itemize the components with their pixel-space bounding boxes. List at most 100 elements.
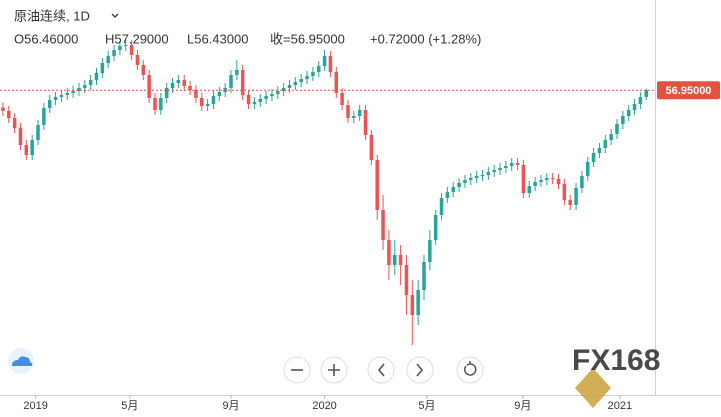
symbol-title[interactable]: 原油连续, 1D xyxy=(14,8,90,23)
candle-body xyxy=(170,83,175,88)
candle-body xyxy=(112,50,116,56)
left-icon xyxy=(377,363,385,377)
candle-body xyxy=(24,145,29,155)
candle-body xyxy=(463,180,467,183)
candle-body xyxy=(305,76,309,79)
candle-body xyxy=(77,88,81,91)
candle-body xyxy=(252,102,257,104)
candle-body xyxy=(276,91,280,94)
candle-body xyxy=(433,215,438,240)
candle-body xyxy=(539,180,543,182)
candle-body xyxy=(492,170,496,172)
candle-body xyxy=(574,188,578,205)
candle-body xyxy=(316,66,321,72)
candle-body xyxy=(123,45,128,46)
logo-text: FX168 xyxy=(572,344,660,377)
scroll-right-button[interactable] xyxy=(406,356,434,384)
candle-body xyxy=(357,110,362,116)
candle-body xyxy=(509,163,514,166)
candle-body xyxy=(568,200,572,205)
candle-body xyxy=(363,110,368,135)
candle-body xyxy=(515,163,520,165)
candle-body xyxy=(545,178,549,180)
candle-body xyxy=(457,183,461,187)
candle-body xyxy=(328,56,333,72)
candle-body xyxy=(632,104,637,110)
candle-body xyxy=(205,104,210,106)
candle-body xyxy=(585,162,590,176)
candle-body xyxy=(270,94,274,96)
x-tick-label: 2019 xyxy=(23,400,47,412)
symbol-dropdown[interactable] xyxy=(111,13,119,18)
candle-body xyxy=(346,105,350,118)
candle-body xyxy=(580,176,584,188)
reset-icon xyxy=(464,361,477,376)
candle-body xyxy=(94,73,99,80)
candle-body xyxy=(533,182,537,186)
candle-body xyxy=(556,179,561,184)
candle-body xyxy=(621,116,625,124)
candle-body xyxy=(12,118,17,128)
candle-body xyxy=(398,255,403,265)
candle-body xyxy=(118,46,122,50)
x-tick-label: 9月 xyxy=(222,400,239,412)
candle-body xyxy=(422,262,426,290)
right-icon xyxy=(416,363,424,377)
candle-body xyxy=(36,125,40,140)
candle-body xyxy=(498,168,502,170)
candle-body xyxy=(469,178,473,180)
scroll-left-button[interactable] xyxy=(367,356,395,384)
candle-body xyxy=(7,111,11,118)
candle-body xyxy=(240,70,245,95)
candle-body xyxy=(615,124,619,134)
candle-body xyxy=(375,160,379,210)
x-tick-label: 9月 xyxy=(514,400,531,412)
reset-button[interactable] xyxy=(456,356,484,384)
x-tick-label: 2021 xyxy=(608,400,632,412)
candle-body xyxy=(299,79,303,82)
x-tick-label: 5月 xyxy=(121,400,138,412)
x-tick-label: 2020 xyxy=(312,400,336,412)
candle-body xyxy=(393,255,397,265)
candle-body xyxy=(129,45,134,55)
candle-body xyxy=(445,192,450,198)
candle-body xyxy=(638,97,643,104)
ohlc-open: O56.46000 xyxy=(14,31,78,46)
candle-body xyxy=(410,295,415,315)
candle-body xyxy=(480,175,485,176)
candle-body xyxy=(88,80,93,85)
candle-body xyxy=(562,184,567,200)
candle-body xyxy=(194,90,198,98)
candle-body xyxy=(100,63,105,73)
candle-body xyxy=(486,172,491,175)
ohlc-close: 收=56.95000 xyxy=(270,31,345,46)
candle-body xyxy=(188,86,192,90)
price-label: 56.95000 xyxy=(666,85,712,97)
candle-body xyxy=(53,97,58,100)
candle-body xyxy=(65,93,70,95)
candle-body xyxy=(211,96,216,104)
candle-body xyxy=(135,55,140,65)
plot-area xyxy=(1,40,648,345)
price-label-box xyxy=(657,81,720,100)
candle-body xyxy=(609,134,613,140)
candle-body xyxy=(42,108,46,125)
candle-body xyxy=(603,140,608,148)
candle-body xyxy=(164,88,169,98)
candle-body xyxy=(59,95,64,97)
candle-body xyxy=(322,56,327,66)
candle-body xyxy=(591,153,596,162)
cloud-icon xyxy=(12,356,33,366)
candle-body xyxy=(550,178,555,179)
candle-body xyxy=(334,72,339,93)
candle-body xyxy=(200,98,204,106)
candle-body xyxy=(381,210,385,240)
candle-body xyxy=(264,96,268,99)
candle-body xyxy=(439,198,444,215)
candle-body xyxy=(404,265,409,295)
candle-body xyxy=(597,148,602,153)
candle-body xyxy=(416,290,420,315)
candle-body xyxy=(153,98,157,110)
candle-body xyxy=(83,85,87,88)
candle-body xyxy=(159,98,163,110)
